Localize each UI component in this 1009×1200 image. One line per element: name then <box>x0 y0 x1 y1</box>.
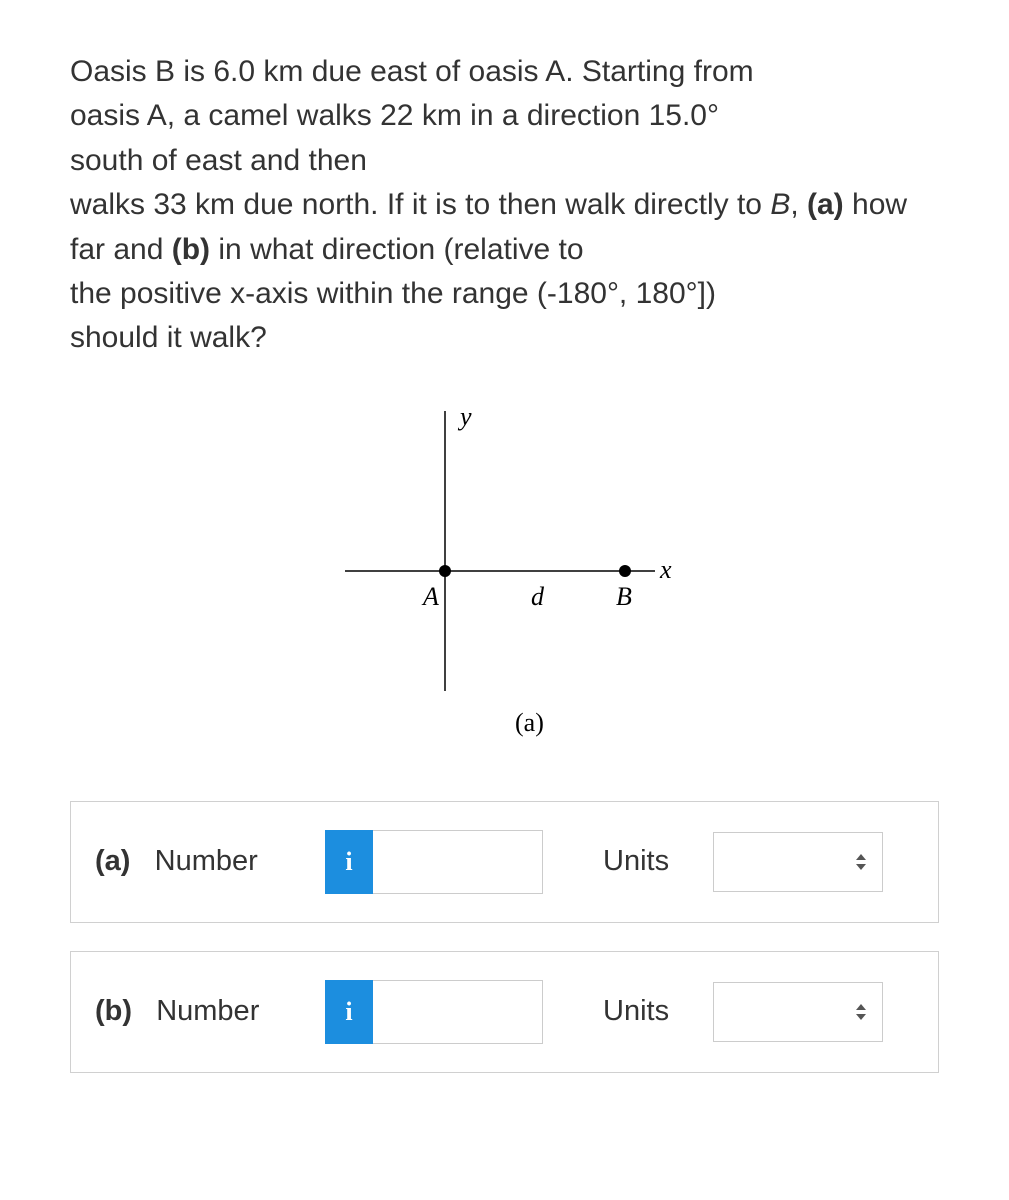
answer-b-label: (b) Number <box>95 995 325 1028</box>
fig-a-label: (a) <box>515 708 544 737</box>
q-line3: south of east and then <box>70 144 367 177</box>
info-icon: i <box>345 847 352 877</box>
number-input-a[interactable] <box>373 830 543 894</box>
y-label: y <box>457 402 472 431</box>
units-label-b: Units <box>603 995 683 1028</box>
q-line5-mid2: in what direction (relative to <box>210 233 584 266</box>
q-line4-i: B <box>770 188 790 221</box>
answer-b-number-label: Number <box>156 995 259 1027</box>
units-label-a: Units <box>603 845 683 878</box>
question-container: Oasis B is 6.0 km due east of oasis A. S… <box>0 0 1009 1131</box>
answer-a-number-label: Number <box>155 845 258 877</box>
question-text: Oasis B is 6.0 km due east of oasis A. S… <box>70 50 939 361</box>
info-button-b[interactable]: i <box>325 980 373 1044</box>
q-line7: should it walk? <box>70 321 267 354</box>
q-line1: Oasis B is 6.0 km due east of oasis A. S… <box>70 55 754 88</box>
q-line6: the positive x-axis within the range (-1… <box>70 277 716 310</box>
q-line4-pre: walks 33 km due north. If it is to then … <box>70 188 770 221</box>
coordinate-diagram: y x A B d (a) <box>335 401 675 741</box>
info-button-a[interactable]: i <box>325 830 373 894</box>
x-label: x <box>659 555 672 584</box>
units-select-b[interactable] <box>713 982 883 1042</box>
point-b <box>619 565 631 577</box>
units-select-wrapper-a <box>713 832 883 892</box>
units-select-wrapper-b <box>713 982 883 1042</box>
units-select-a[interactable] <box>713 832 883 892</box>
answer-row-b: (b) Number i Units <box>70 951 939 1073</box>
diagram-wrapper: y x A B d (a) <box>70 401 939 741</box>
d-label: d <box>531 582 545 611</box>
point-a <box>439 565 451 577</box>
b-label: B <box>616 582 632 611</box>
answer-a-label: (a) Number <box>95 845 325 878</box>
answer-b-part: (b) <box>95 995 132 1027</box>
q-line4-post: , <box>790 188 807 221</box>
info-icon: i <box>345 997 352 1027</box>
part-a-label: (a) <box>807 188 844 221</box>
a-label: A <box>421 582 439 611</box>
diagram-svg: y x A B d (a) <box>335 401 675 741</box>
number-input-b[interactable] <box>373 980 543 1044</box>
answer-a-part: (a) <box>95 845 130 877</box>
answer-row-a: (a) Number i Units <box>70 801 939 923</box>
q-line2: oasis A, a camel walks 22 km in a direct… <box>70 99 719 132</box>
part-b-label: (b) <box>172 233 210 266</box>
